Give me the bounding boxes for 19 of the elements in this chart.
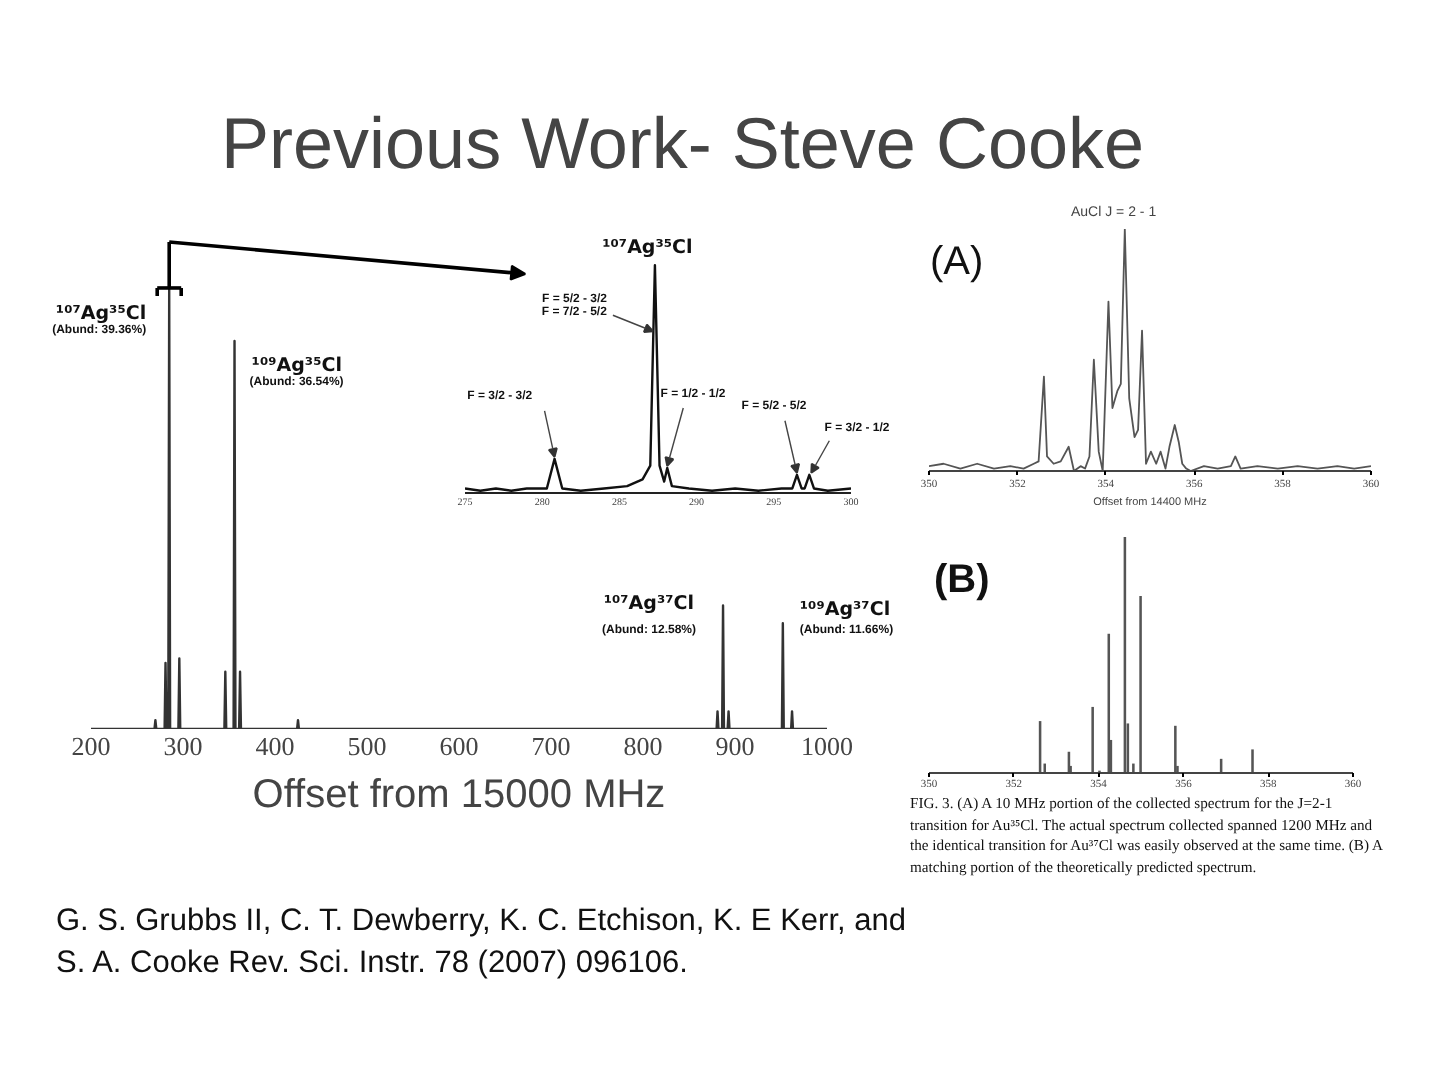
x-axis-title: Offset from 15000 MHz (252, 773, 666, 817)
x-tick-label: 300 (163, 731, 203, 761)
x-tick-label: 400 (255, 731, 295, 761)
chart-title: Previous Work- Steve Cooke (221, 102, 1145, 184)
x-tick-label: 200 (71, 731, 111, 761)
x-tick-label: 700 (531, 731, 571, 761)
annotation: (B) (934, 558, 990, 602)
annotation: ¹⁰⁹Ag³⁵Cl (251, 354, 342, 377)
annotation: ¹⁰⁷Ag³⁵Cl (602, 235, 693, 259)
annotation: (A) (930, 240, 984, 284)
x-tick-label: 900 (715, 731, 755, 761)
x-tick-label: 500 (347, 731, 387, 761)
text: G. S. Grubbs II, C. T. Dewberry, K. C. Etchison, K. E Kerr, and S. A. Cooke Rev. Sci. Instr. 78 (2007) 096106. (56, 902, 908, 984)
annotation: ¹⁰⁷Ag³⁵Cl (55, 301, 147, 324)
x-tick-label: 600 (439, 731, 479, 761)
annotation: ¹⁰⁹Ag³⁷Cl (799, 598, 891, 622)
annotation: ¹⁰⁷Ag³⁷Cl (603, 593, 694, 616)
x-tick-label: 800 (623, 731, 663, 761)
x-tick-label: 1000 (801, 731, 853, 761)
